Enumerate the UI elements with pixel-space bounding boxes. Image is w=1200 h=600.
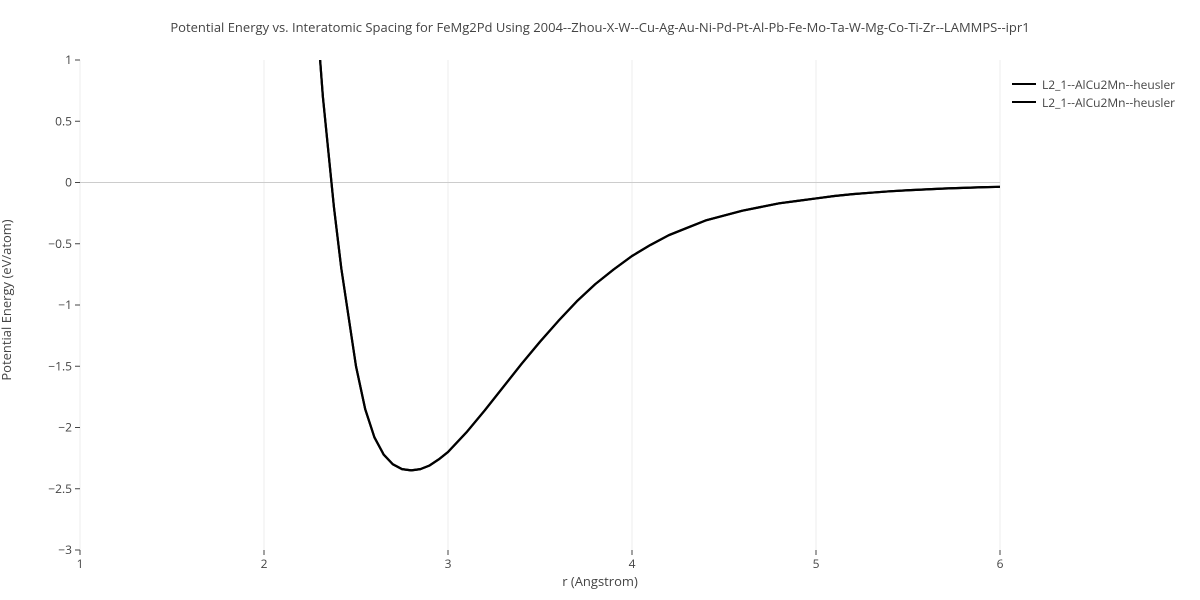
svg-text:0.5: 0.5 [55, 112, 72, 129]
svg-text:−1.5: −1.5 [48, 357, 72, 374]
series [316, 0, 1000, 470]
svg-text:−0.5: −0.5 [48, 235, 72, 252]
legend-swatch [1012, 83, 1036, 85]
grid [80, 60, 1000, 550]
svg-text:4: 4 [629, 555, 636, 572]
legend-label: L2_1--AlCu2Mn--heusler [1042, 76, 1175, 93]
svg-text:−2: −2 [58, 419, 72, 436]
svg-text:−1: −1 [58, 296, 72, 313]
svg-text:2: 2 [261, 555, 268, 572]
svg-text:1: 1 [77, 555, 84, 572]
legend: L2_1--AlCu2Mn--heuslerL2_1--AlCu2Mn--heu… [1012, 75, 1175, 111]
axes [75, 60, 1000, 555]
legend-label: L2_1--AlCu2Mn--heusler [1042, 94, 1175, 111]
svg-text:6: 6 [997, 555, 1004, 572]
svg-text:1: 1 [65, 51, 72, 68]
legend-swatch [1012, 101, 1036, 103]
svg-text:0: 0 [65, 174, 72, 191]
svg-text:5: 5 [813, 555, 820, 572]
legend-item[interactable]: L2_1--AlCu2Mn--heusler [1012, 93, 1175, 111]
tick-labels: 1 2 3 4 5 6 −3 −2.5 −2 −1.5 −1 −0.5 0 0.5 1 [48, 51, 1003, 572]
svg-text:3: 3 [445, 555, 452, 572]
svg-text:−3: −3 [58, 541, 72, 558]
legend-item[interactable]: L2_1--AlCu2Mn--heusler [1012, 75, 1175, 93]
svg-text:−2.5: −2.5 [48, 480, 72, 497]
